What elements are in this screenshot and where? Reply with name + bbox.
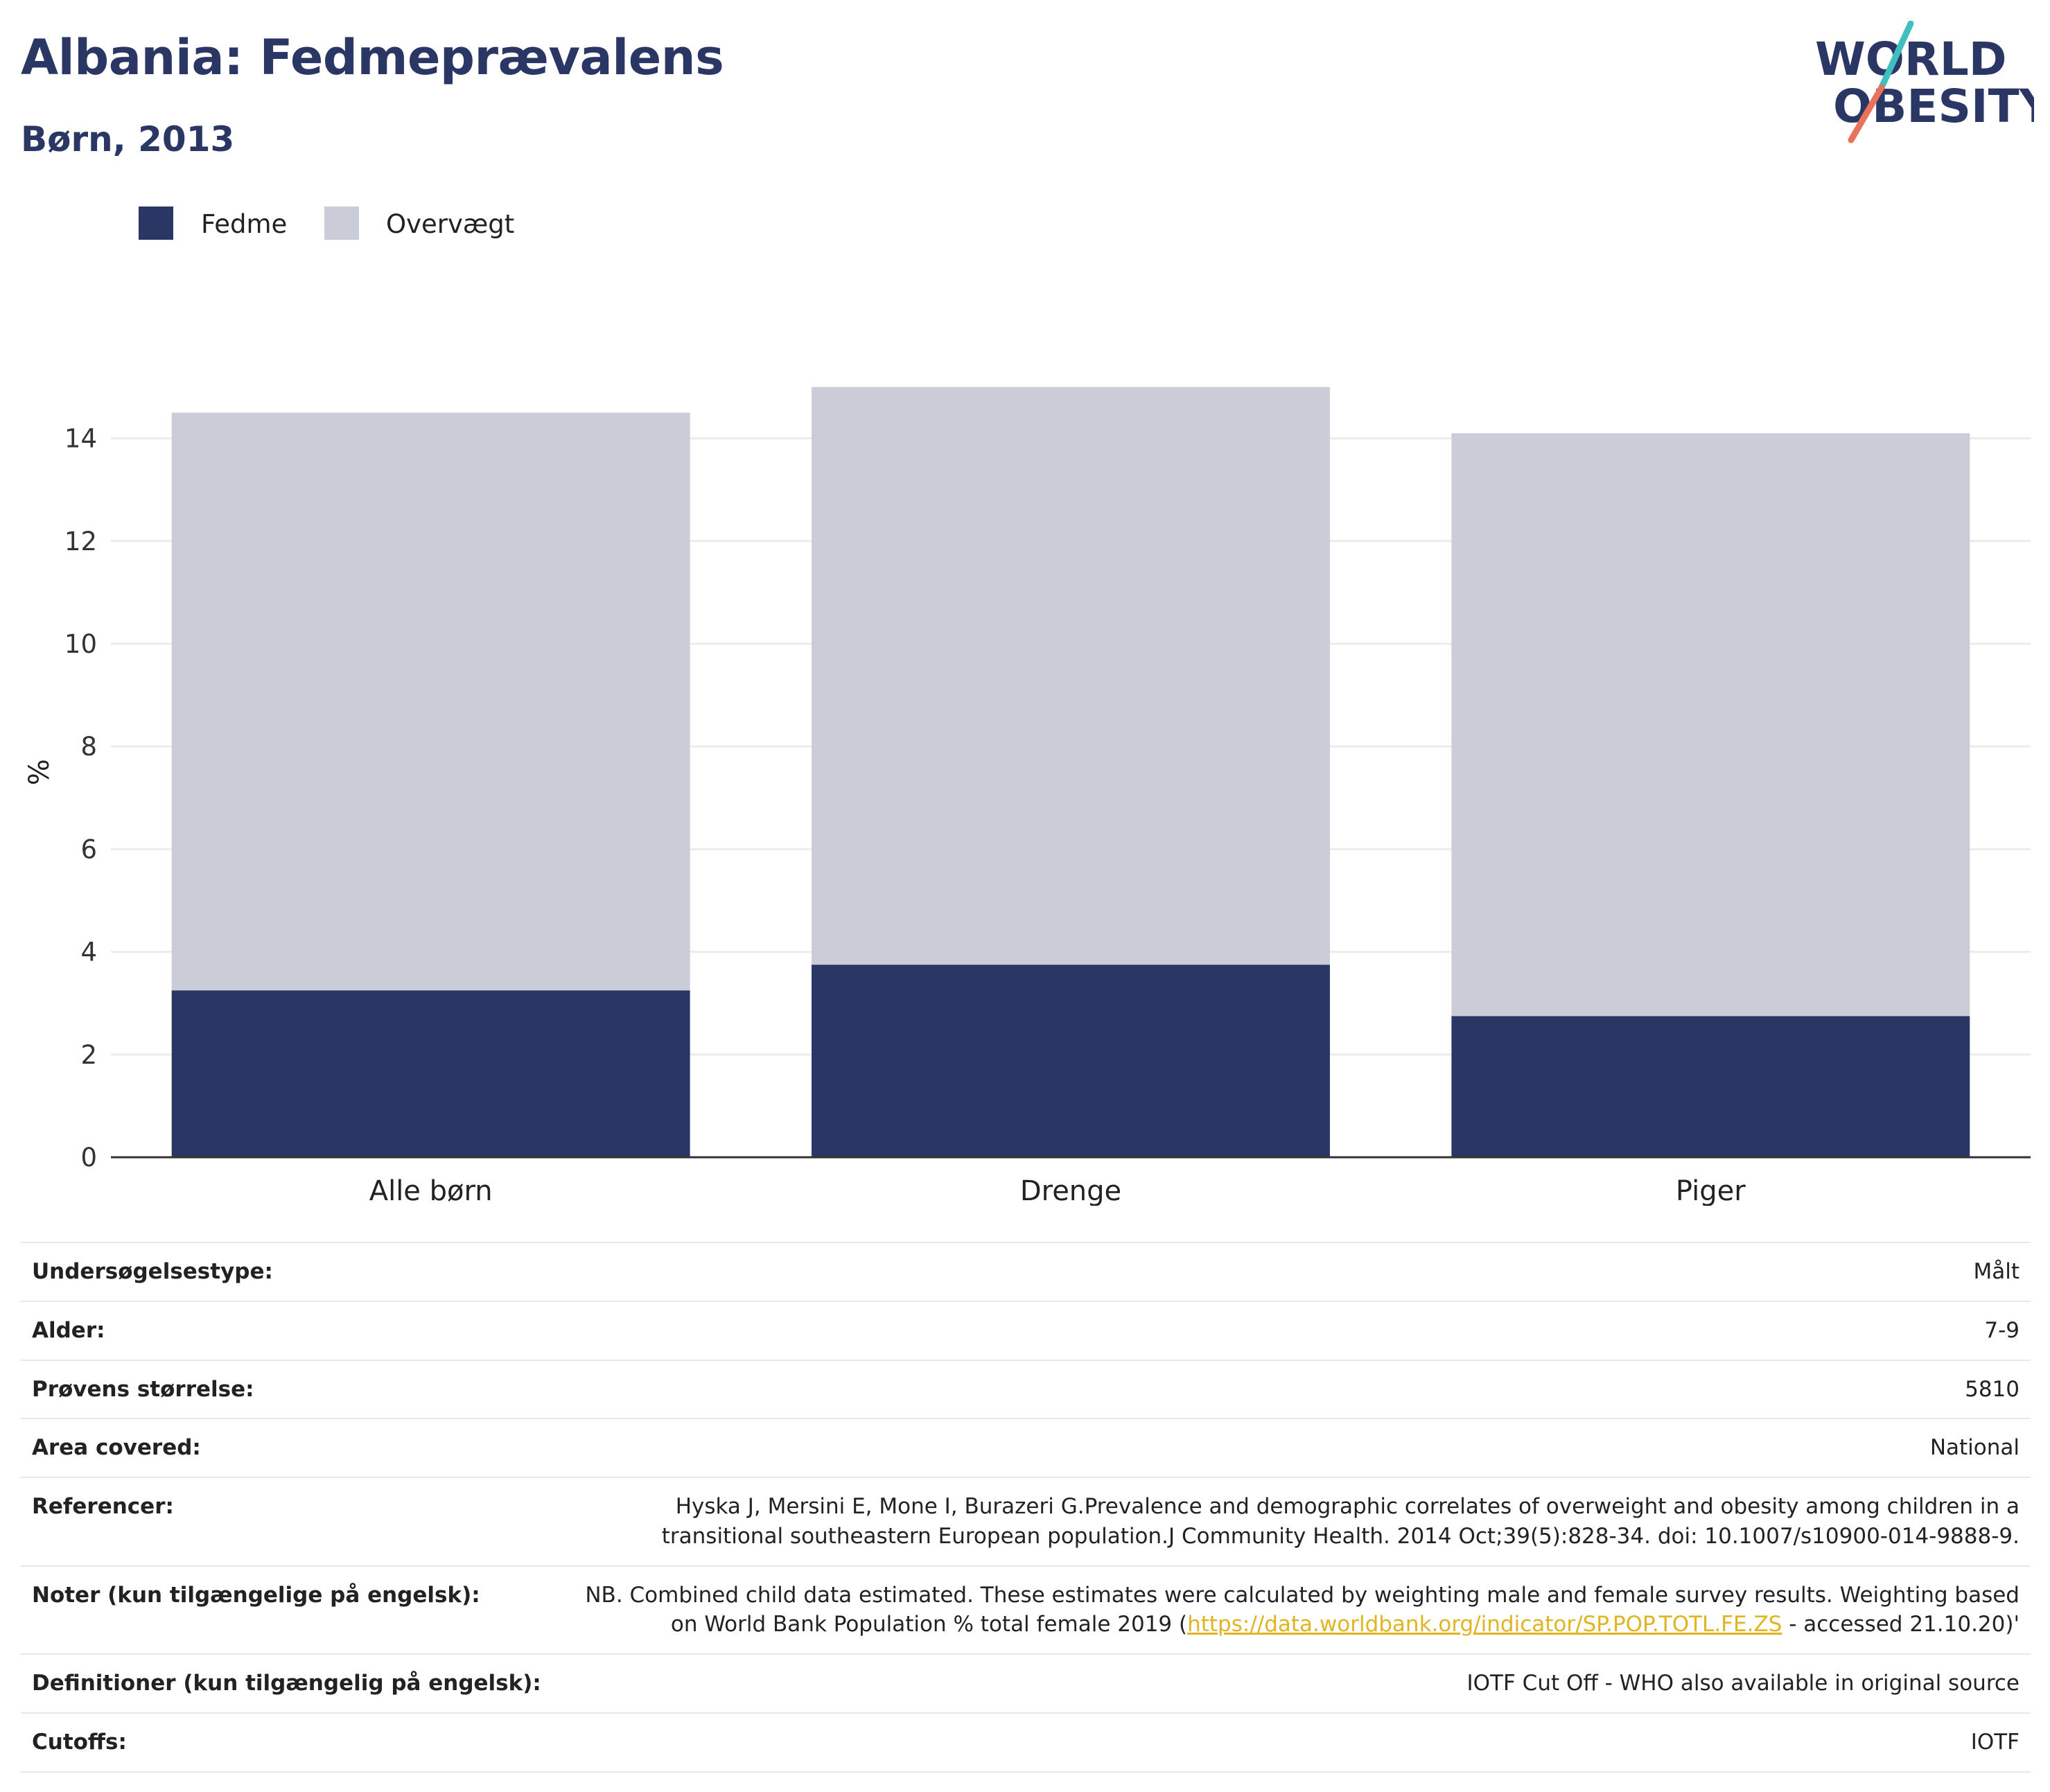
y-tick-label: 12 xyxy=(64,527,97,556)
info-row-age: Alder: 7-9 xyxy=(21,1300,2031,1360)
info-value: National xyxy=(552,1418,2031,1478)
notes-text-pre: NB. Combined child data estimated. These… xyxy=(585,1582,2020,1637)
page-subtitle: Børn, 2013 xyxy=(21,119,235,159)
x-category-label: Piger xyxy=(1676,1175,1746,1206)
y-axis-ticks: 0 2 4 6 8 10 12 14 xyxy=(64,424,97,1172)
logo-text-world: WORLD xyxy=(1815,33,2007,86)
y-tick-label: 2 xyxy=(80,1040,97,1070)
info-row-survey-type: Undersøgelsestype: Målt xyxy=(21,1242,2031,1301)
legend-label-overvaegt: Overvægt xyxy=(386,209,514,239)
info-value: Hyska J, Mersini E, Mone I, Burazeri G.P… xyxy=(552,1477,2031,1566)
x-category-label: Alle børn xyxy=(369,1175,493,1206)
info-value: 7-9 xyxy=(552,1300,2031,1360)
bar-fedme xyxy=(171,990,690,1157)
logo-slash-teal xyxy=(1878,21,1914,91)
y-tick-label: 8 xyxy=(80,732,97,762)
info-row-cutoffs: Cutoffs: IOTF xyxy=(21,1712,2031,1773)
info-label: Referencer: xyxy=(21,1477,552,1566)
worldbank-link[interactable]: https://data.worldbank.org/indicator/SP.… xyxy=(1187,1612,1782,1637)
y-tick-label: 0 xyxy=(80,1143,97,1172)
info-row-notes: Noter (kun tilgængelige på engelsk): NB.… xyxy=(21,1565,2031,1655)
y-axis-label: % xyxy=(24,759,55,785)
bar-overvaegt xyxy=(171,412,690,991)
bar-overvaegt xyxy=(812,387,1330,965)
survey-info-table: Undersøgelsestype: Målt Alder: 7-9 Prøve… xyxy=(21,1242,2031,1773)
y-tick-label: 14 xyxy=(64,424,97,454)
bar-chart: Fedme Overvægt 0 2 4 6 8 10 12 14 Alle børn Dren… xyxy=(24,207,2031,1206)
info-value: IOTF Cut Off - WHO also available in ori… xyxy=(552,1653,2031,1713)
logo-text-obesity: OBESITY xyxy=(1833,80,2034,133)
info-label: Cutoffs: xyxy=(21,1712,552,1773)
legend-swatch-overvaegt xyxy=(324,207,359,240)
info-value: NB. Combined child data estimated. These… xyxy=(552,1565,2031,1655)
info-label: Noter (kun tilgængelige på engelsk): xyxy=(21,1565,552,1655)
info-row-area: Area covered: National xyxy=(21,1418,2031,1478)
logo-slash-coral xyxy=(1848,84,1885,143)
page-title: Albania: Fedmeprævalens xyxy=(21,29,724,86)
info-value: 5810 xyxy=(552,1359,2031,1419)
bar-fedme xyxy=(812,965,1330,1157)
info-label: Undersøgelsestype: xyxy=(21,1242,552,1301)
world-obesity-logo: WORLD OBESITY xyxy=(1815,21,2034,143)
info-value: Målt xyxy=(552,1242,2031,1301)
x-axis-labels: Alle børn Drenge Piger xyxy=(369,1175,1746,1206)
info-label: Prøvens størrelse: xyxy=(21,1359,552,1419)
y-tick-label: 10 xyxy=(64,629,97,659)
legend-label-fedme: Fedme xyxy=(201,209,287,239)
info-row-references: Referencer: Hyska J, Mersini E, Mone I, … xyxy=(21,1477,2031,1566)
info-label: Area covered: xyxy=(21,1418,552,1478)
legend-swatch-fedme xyxy=(139,207,173,240)
chart-legend: Fedme Overvægt xyxy=(139,207,514,240)
info-row-sample-size: Prøvens størrelse: 5810 xyxy=(21,1359,2031,1419)
info-label: Definitioner (kun tilgængelig på engelsk… xyxy=(21,1653,552,1713)
bar-overvaegt xyxy=(1451,433,1970,1017)
x-category-label: Drenge xyxy=(1020,1175,1121,1206)
info-value: IOTF xyxy=(552,1712,2031,1773)
notes-text-post: - accessed 21.10.20)' xyxy=(1782,1612,2020,1637)
chart-bars xyxy=(171,387,1970,1157)
y-tick-label: 6 xyxy=(80,834,97,864)
info-row-definitions: Definitioner (kun tilgængelig på engelsk… xyxy=(21,1653,2031,1713)
bar-fedme xyxy=(1451,1016,1970,1157)
y-tick-label: 4 xyxy=(80,938,97,967)
info-label: Alder: xyxy=(21,1300,552,1360)
